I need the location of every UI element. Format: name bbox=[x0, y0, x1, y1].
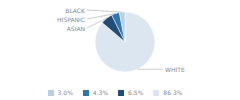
html-text:3.0%: 3.0% bbox=[57, 89, 73, 96]
svg-text:HISPANIC: HISPANIC bbox=[57, 16, 85, 23]
svg-text:ASIAN: ASIAN bbox=[67, 25, 85, 32]
html-text:6.5%: 6.5% bbox=[128, 89, 144, 96]
svg-text:BLACK: BLACK bbox=[65, 7, 86, 14]
svg-text:WHITE: WHITE bbox=[165, 66, 185, 73]
html-text:86.3%: 86.3% bbox=[163, 89, 183, 96]
html-text:4.3%: 4.3% bbox=[92, 89, 109, 96]
